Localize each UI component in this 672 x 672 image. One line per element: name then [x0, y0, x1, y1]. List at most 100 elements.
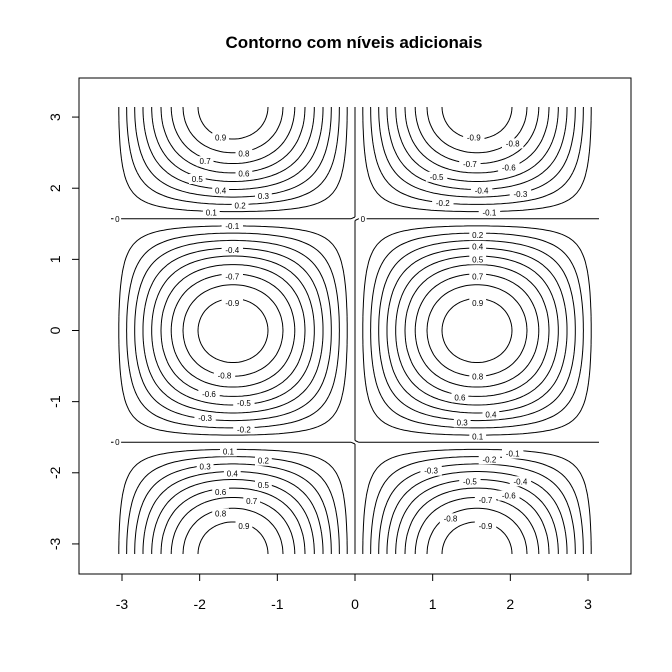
- contour-label-bg: [478, 454, 501, 465]
- contour-label-bg: [469, 241, 487, 252]
- contour-level-0p7: [170, 106, 540, 555]
- contour-labels: 0.90.80.70.60.50.40.30.20.1-0.9-0.8-0.7-…: [113, 132, 532, 532]
- y-axis: -3 -2 -1 0 1 2 3: [47, 113, 80, 550]
- contour-label: -0.8: [506, 139, 520, 148]
- contour-level-m0p8: [182, 106, 528, 555]
- contour-label: -0.3: [514, 190, 528, 199]
- contour-label: 0.1: [206, 208, 218, 217]
- y-tick-label: 2: [47, 184, 63, 192]
- contour-lines: [111, 106, 600, 555]
- contour-label: 0.4: [215, 186, 227, 195]
- contour-label: 0.8: [472, 373, 484, 382]
- x-tick-label: -1: [271, 596, 284, 612]
- x-tick-label: -2: [193, 596, 206, 612]
- contour-label: -0.7: [463, 160, 477, 169]
- contour-label: -0.5: [237, 399, 251, 408]
- contour-label-bg: [221, 271, 243, 282]
- contour-level-m0p2: [126, 106, 584, 555]
- contour-label-bg: [425, 171, 448, 182]
- contour-label-bg: [188, 174, 206, 184]
- x-tick-label: 2: [506, 596, 514, 612]
- x-tick-label: 1: [429, 596, 437, 612]
- contour-label-bg: [198, 388, 220, 399]
- contour-label-bg: [212, 132, 229, 143]
- contour-label: 0.5: [192, 175, 204, 184]
- contour-label: 0.9: [472, 299, 484, 308]
- contour-level-m0p3: [134, 107, 576, 554]
- contour-label-bg: [482, 409, 500, 420]
- contour-label-bg: [196, 156, 214, 167]
- contour-label-bg: [474, 521, 497, 532]
- contour-label-bg: [221, 220, 243, 231]
- contour-label-bg: [469, 371, 487, 382]
- contour-label: -0.8: [444, 514, 458, 523]
- contour-label-bg: [474, 494, 497, 505]
- contour-label: 0.9: [215, 134, 227, 143]
- contour-label-bg: [243, 496, 261, 507]
- contour-label-bg: [212, 185, 229, 196]
- contour-label: 0.6: [454, 393, 466, 402]
- y-tick-label: -2: [47, 466, 63, 479]
- contour-label: -0.3: [198, 414, 212, 423]
- contour-label-bg: [223, 468, 241, 479]
- contour-label: -0.4: [225, 246, 239, 255]
- y-tick-label: 3: [47, 113, 63, 121]
- chart-title: Contorno com níveis adicionais: [226, 33, 483, 52]
- contour-label: 0.7: [246, 497, 258, 506]
- contour-label: -0.6: [502, 492, 516, 501]
- contour-label-bg: [255, 191, 272, 201]
- contour-label: -0.6: [202, 390, 216, 399]
- contour-label-bg: [420, 465, 442, 476]
- contour-label: 0.8: [215, 509, 227, 518]
- contour-label: 0.7: [472, 272, 484, 281]
- contour-label-bg: [255, 479, 272, 490]
- contour-label: 0.3: [457, 418, 469, 427]
- contour-label: -0.2: [436, 199, 450, 208]
- contour-label-bg: [255, 455, 272, 466]
- contour-label-bg: [451, 392, 469, 403]
- y-tick-label: -3: [47, 537, 63, 550]
- contour-label-bg: [469, 271, 487, 282]
- contour-label: -0.4: [514, 477, 528, 486]
- contour-label: -0.9: [467, 134, 481, 143]
- contour-label-bg: [220, 446, 237, 457]
- contour-label: -0.3: [424, 467, 438, 476]
- contour-level-0p6: [160, 106, 550, 555]
- x-tick-label: 0: [351, 596, 359, 612]
- contour-label-bg: [453, 417, 471, 428]
- contour-label-bg: [221, 245, 243, 256]
- contour-label: -0.7: [225, 272, 239, 281]
- contour-label-bg: [469, 254, 487, 265]
- contour-label: 0.8: [238, 149, 250, 158]
- contour-label: 0.3: [258, 192, 270, 201]
- contour-label-bg: [359, 213, 367, 224]
- contour-label-bg: [113, 437, 122, 448]
- contour-label: 0.2: [235, 201, 247, 210]
- contour-label-bg: [235, 168, 253, 179]
- contour-label-bg: [469, 230, 487, 241]
- contour-label: 0.4: [472, 243, 484, 252]
- contour-label-bg: [235, 148, 253, 159]
- contour-label-bg: [212, 487, 229, 497]
- y-tick-label: 1: [47, 255, 63, 263]
- contour-label: -0.4: [475, 186, 489, 195]
- x-axis: -3 -2 -1 0 1 2 3: [116, 573, 592, 612]
- contour-label: -0.2: [237, 425, 251, 434]
- contour-label: -0.6: [502, 164, 516, 173]
- contour-label: 0.5: [472, 255, 484, 264]
- contour-label-bg: [233, 398, 255, 409]
- contour-label: -0.7: [479, 496, 493, 505]
- contour-label: -0.1: [483, 208, 497, 217]
- contour-label: 0.1: [472, 433, 484, 442]
- contour-label-bg: [432, 198, 454, 209]
- contour-label: 0: [361, 215, 366, 224]
- contour-label-bg: [196, 461, 214, 472]
- contour-label: 0.6: [238, 169, 250, 178]
- contour-label-bg: [502, 138, 524, 149]
- contour-level-m0p7: [170, 106, 540, 555]
- contour-level-0p5: [151, 107, 559, 554]
- contour-label: -0.1: [506, 450, 520, 459]
- contour-label-bg: [113, 213, 122, 224]
- contour-label: 0.3: [200, 462, 212, 471]
